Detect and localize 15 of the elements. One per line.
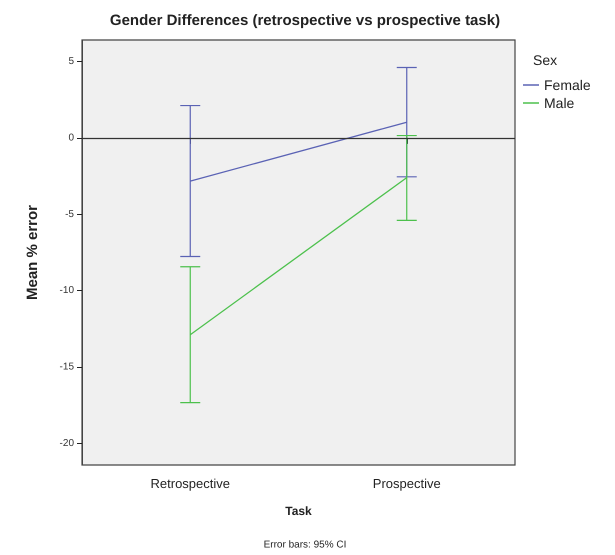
- legend-label: Male: [544, 95, 575, 111]
- x-tick-label: Retrospective: [150, 476, 230, 491]
- legend-label: Female: [544, 77, 591, 93]
- y-tick-label: -20: [60, 438, 74, 450]
- y-axis-title: Mean % error: [24, 204, 41, 300]
- y-tick-label: 5: [68, 56, 74, 67]
- y-tick-label: 0: [68, 132, 74, 144]
- x-tick-label: Prospective: [372, 476, 441, 491]
- y-tick-label: -5: [65, 208, 74, 220]
- x-axis-title: Task: [285, 504, 312, 518]
- text: Error bars: 95% CI: [264, 540, 346, 550]
- chart-title: Gender Differences (retrospective vs prospective task): [110, 12, 500, 29]
- legend-title: Sex: [533, 52, 558, 68]
- y-tick-label: -10: [60, 285, 74, 296]
- y-tick-label: -15: [60, 362, 74, 373]
